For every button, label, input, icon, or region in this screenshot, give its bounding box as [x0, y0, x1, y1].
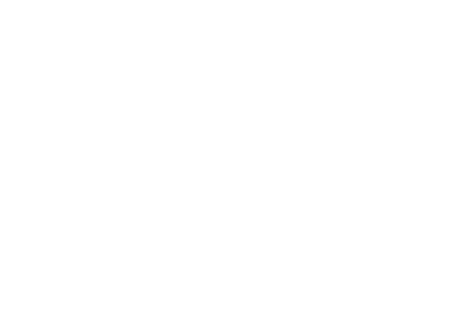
Text: Balanced chemical equation: Balanced chemical equation [5, 165, 180, 175]
Polygon shape [41, 184, 452, 317]
Polygon shape [306, 202, 401, 299]
Text: Chlorophyll: Chlorophyll [212, 107, 276, 117]
Text: +: + [403, 244, 414, 257]
Ellipse shape [416, 225, 470, 276]
Polygon shape [145, 210, 220, 262]
Text: Sunlight: Sunlight [237, 212, 284, 222]
Polygon shape [41, 24, 452, 150]
Text: Glucose + Oxygen: Glucose + Oxygen [329, 82, 429, 92]
Text: + Water: + Water [137, 82, 181, 92]
Text: Sunlight: Sunlight [221, 51, 267, 61]
Text: $6H_2O$: $6H_2O$ [167, 250, 198, 264]
Ellipse shape [43, 220, 128, 281]
Text: Carbon
dioxide: Carbon dioxide [63, 65, 103, 86]
Text: +: + [135, 244, 145, 257]
Text: Word equation: Word equation [5, 6, 97, 16]
Text: $6O_2$: $6O_2$ [433, 244, 454, 257]
Text: Photosynthesis - Equations: Photosynthesis - Equations [120, 7, 354, 22]
Text: $6CO_2$: $6CO_2$ [71, 244, 100, 257]
Text: $C_6H_{12}O_6$: $C_6H_{12}O_6$ [335, 244, 371, 256]
Text: Chlorophyll: Chlorophyll [229, 274, 292, 284]
